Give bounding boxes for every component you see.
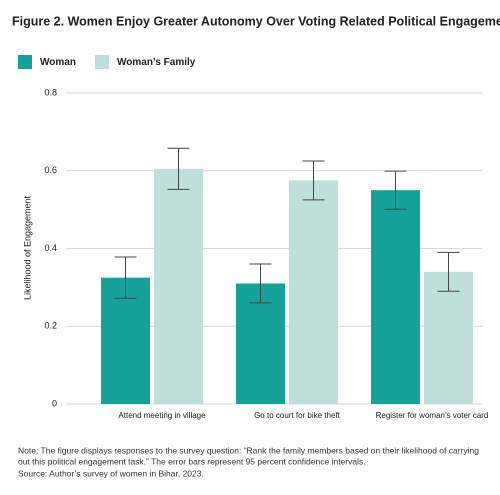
bar xyxy=(236,283,285,404)
error-bar xyxy=(114,256,137,299)
bar xyxy=(289,180,338,404)
x-tick-label: Attend meeting in village xyxy=(118,411,206,420)
note: out this political engagement task.” The… xyxy=(18,456,366,466)
y-tick-label: 0 xyxy=(52,398,57,408)
bar xyxy=(424,271,473,404)
error-bar xyxy=(384,170,407,210)
legend-label: Woman xyxy=(40,57,76,68)
y-tick-label: 0.6 xyxy=(44,165,57,175)
error-bar xyxy=(302,160,325,201)
source: Source: Author’s survey of women in Biha… xyxy=(18,468,204,478)
error-bar xyxy=(437,251,460,292)
legend-label: Woman’s Family xyxy=(117,57,196,68)
legend-swatch xyxy=(95,55,109,69)
error-bar xyxy=(249,263,272,304)
x-tick-label: Go to court for bike theft xyxy=(254,411,341,420)
y-tick-label: 0.4 xyxy=(44,243,57,253)
chart-title: Figure 2. Women Enjoy Greater Autonomy O… xyxy=(12,14,500,28)
y-tick-label: 0.8 xyxy=(44,87,57,97)
x-tick-label: Register for woman’s voter card xyxy=(376,411,489,420)
legend-swatch xyxy=(18,55,32,69)
bar xyxy=(371,190,420,404)
y-tick-label: 0.2 xyxy=(44,321,57,331)
note: Note: The figure displays responses to t… xyxy=(18,445,479,455)
bar xyxy=(154,168,203,404)
error-bar xyxy=(167,147,190,190)
y-axis-title: Likelihood of Engagement xyxy=(22,195,32,300)
